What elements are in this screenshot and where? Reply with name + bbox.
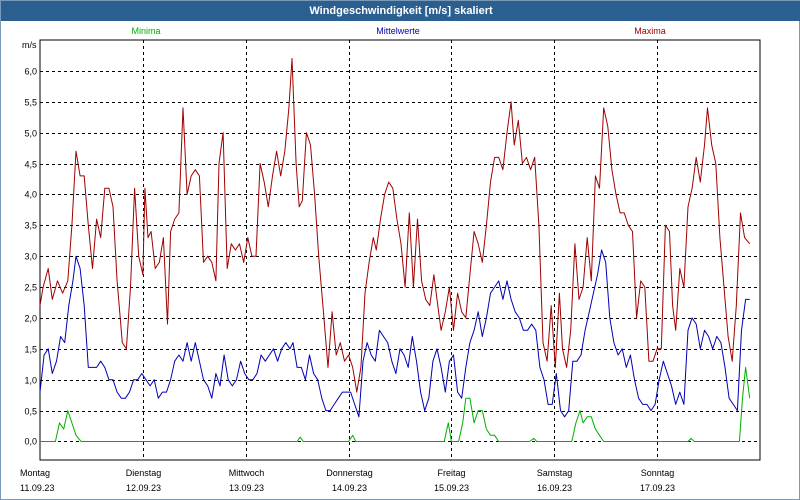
y-tick-label: 2,5 [24,283,37,293]
y-tick-label: 6,0 [24,67,37,77]
x-tick-date: 14.09.23 [332,483,367,493]
x-tick-date: 15.09.23 [434,483,469,493]
x-tick-date: 11.09.23 [20,483,54,493]
y-tick-label: 4,5 [24,160,37,170]
axes [39,39,761,461]
legend-mittelwerte: Mittelwerte [376,26,420,36]
labels: m/s Minima Mittelwerte Maxima 0,0 0,5 1,0 1… [20,26,675,493]
x-tick-day: Sonntag [641,468,675,478]
series-lines [39,58,751,442]
y-tick-label: 5,0 [24,129,37,139]
legend-maxima: Maxima [634,26,666,36]
y-tick-label: 4,0 [24,190,37,200]
chart-title: Windgeschwindigkeit [m/s] skaliert [1,1,800,21]
x-tick-day: Samstag [537,468,573,478]
legend-minima: Minima [131,26,160,36]
plot-area [39,39,761,461]
y-tick-label: 3,5 [24,221,37,231]
y-tick-label: 2,0 [24,314,37,324]
x-tick-date: 17.09.23 [640,483,675,493]
y-tick-label: 1,5 [24,345,37,355]
x-tick-date: 12.09.23 [126,483,161,493]
series-minima [40,366,751,442]
x-tick-day: Donnerstag [326,468,373,478]
x-tick-day: Montag [20,468,50,478]
y-axis-unit: m/s [22,40,37,50]
grid [40,40,760,460]
y-tick-label: 3,0 [24,252,37,262]
y-tick-label: 0,0 [24,437,37,447]
x-tick-date: 16.09.23 [537,483,572,493]
x-tick-day: Freitag [437,468,465,478]
y-tick-label: 1,0 [24,376,37,386]
y-tick-label: 0,5 [24,407,37,417]
y-tick-label: 5,5 [24,98,37,108]
series-maxima [39,58,751,393]
series-mittelwerte [39,249,750,418]
x-tick-day: Mittwoch [229,468,265,478]
x-tick-day: Dienstag [126,468,162,478]
x-tick-date: 13.09.23 [229,483,264,493]
